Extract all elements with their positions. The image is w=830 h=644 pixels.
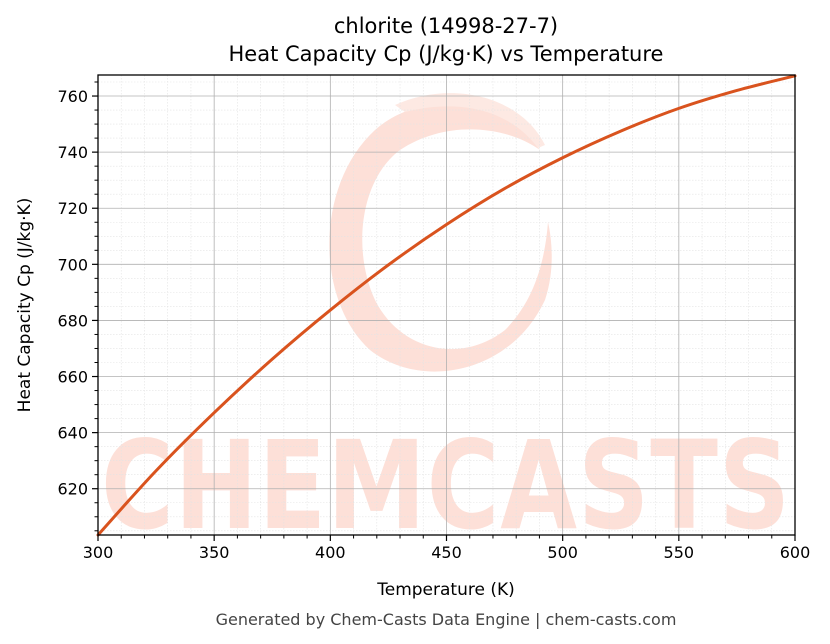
chart-subtitle: Heat Capacity Cp (J/kg·K) vs Temperature [229,42,664,66]
y-tick-label: 680 [57,311,88,330]
x-tick-label: 350 [199,543,230,562]
x-tick-label: 550 [664,543,695,562]
series-line [96,74,797,537]
x-tick-label: 450 [431,543,462,562]
y-tick-label: 620 [57,480,88,499]
y-tick-label: 660 [57,368,88,387]
y-tick-label: 700 [57,255,88,274]
x-tick-label: 400 [315,543,346,562]
y-tick-label: 760 [57,87,88,106]
x-tick-label: 300 [83,543,114,562]
watermark-text: CHEMCASTS [101,415,791,557]
y-tick-label: 740 [57,143,88,162]
axis-ticks [92,81,796,541]
grid-major [97,75,796,535]
y-axis-label: Heat Capacity Cp (J/kg·K) [15,198,35,413]
x-tick-label: 500 [547,543,578,562]
watermark: CHEMCASTS [101,93,791,557]
footer-credit: Generated by Chem-Casts Data Engine | ch… [216,610,677,629]
watermark-logo-icon [329,93,552,372]
chart-title: chlorite (14998-27-7) [334,14,558,38]
x-axis-label: Temperature (K) [376,580,515,600]
x-tick-label: 600 [780,543,811,562]
y-tick-label: 640 [57,424,88,443]
x-tick-labels: 300 350 400 450 500 550 600 [83,543,811,562]
y-tick-label: 720 [57,199,88,218]
y-tick-labels: 620 640 660 680 700 720 740 760 [57,87,88,499]
